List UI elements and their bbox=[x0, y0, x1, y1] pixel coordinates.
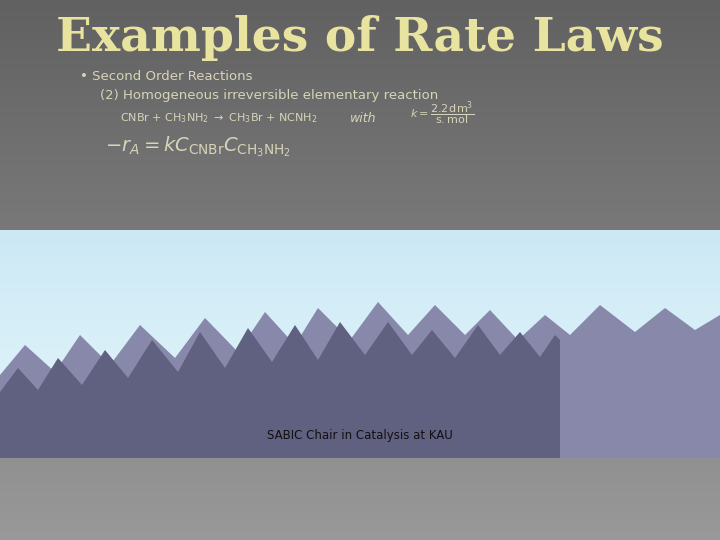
Text: with: with bbox=[350, 111, 377, 125]
Text: • Second Order Reactions: • Second Order Reactions bbox=[80, 71, 253, 84]
Polygon shape bbox=[0, 302, 720, 458]
Text: Examples of Rate Laws: Examples of Rate Laws bbox=[56, 15, 664, 61]
Text: SABIC Chair in Catalysis at KAU: SABIC Chair in Catalysis at KAU bbox=[267, 429, 453, 442]
Text: $-r_A = kC_{\mathrm{CNBr}}C_{\mathrm{CH_3NH_2}}$: $-r_A = kC_{\mathrm{CNBr}}C_{\mathrm{CH_… bbox=[105, 134, 291, 159]
Text: $k = \dfrac{2.2\,\mathrm{dm}^3}{\mathrm{s.mol}}$: $k = \dfrac{2.2\,\mathrm{dm}^3}{\mathrm{… bbox=[410, 100, 474, 128]
Text: CNBr + CH$_3$NH$_2$ $\rightarrow$ CH$_3$Br + NCNH$_2$: CNBr + CH$_3$NH$_2$ $\rightarrow$ CH$_3$… bbox=[120, 111, 318, 125]
Polygon shape bbox=[0, 322, 560, 458]
Text: (2) Homogeneous irreversible elementary reaction: (2) Homogeneous irreversible elementary … bbox=[100, 90, 438, 103]
